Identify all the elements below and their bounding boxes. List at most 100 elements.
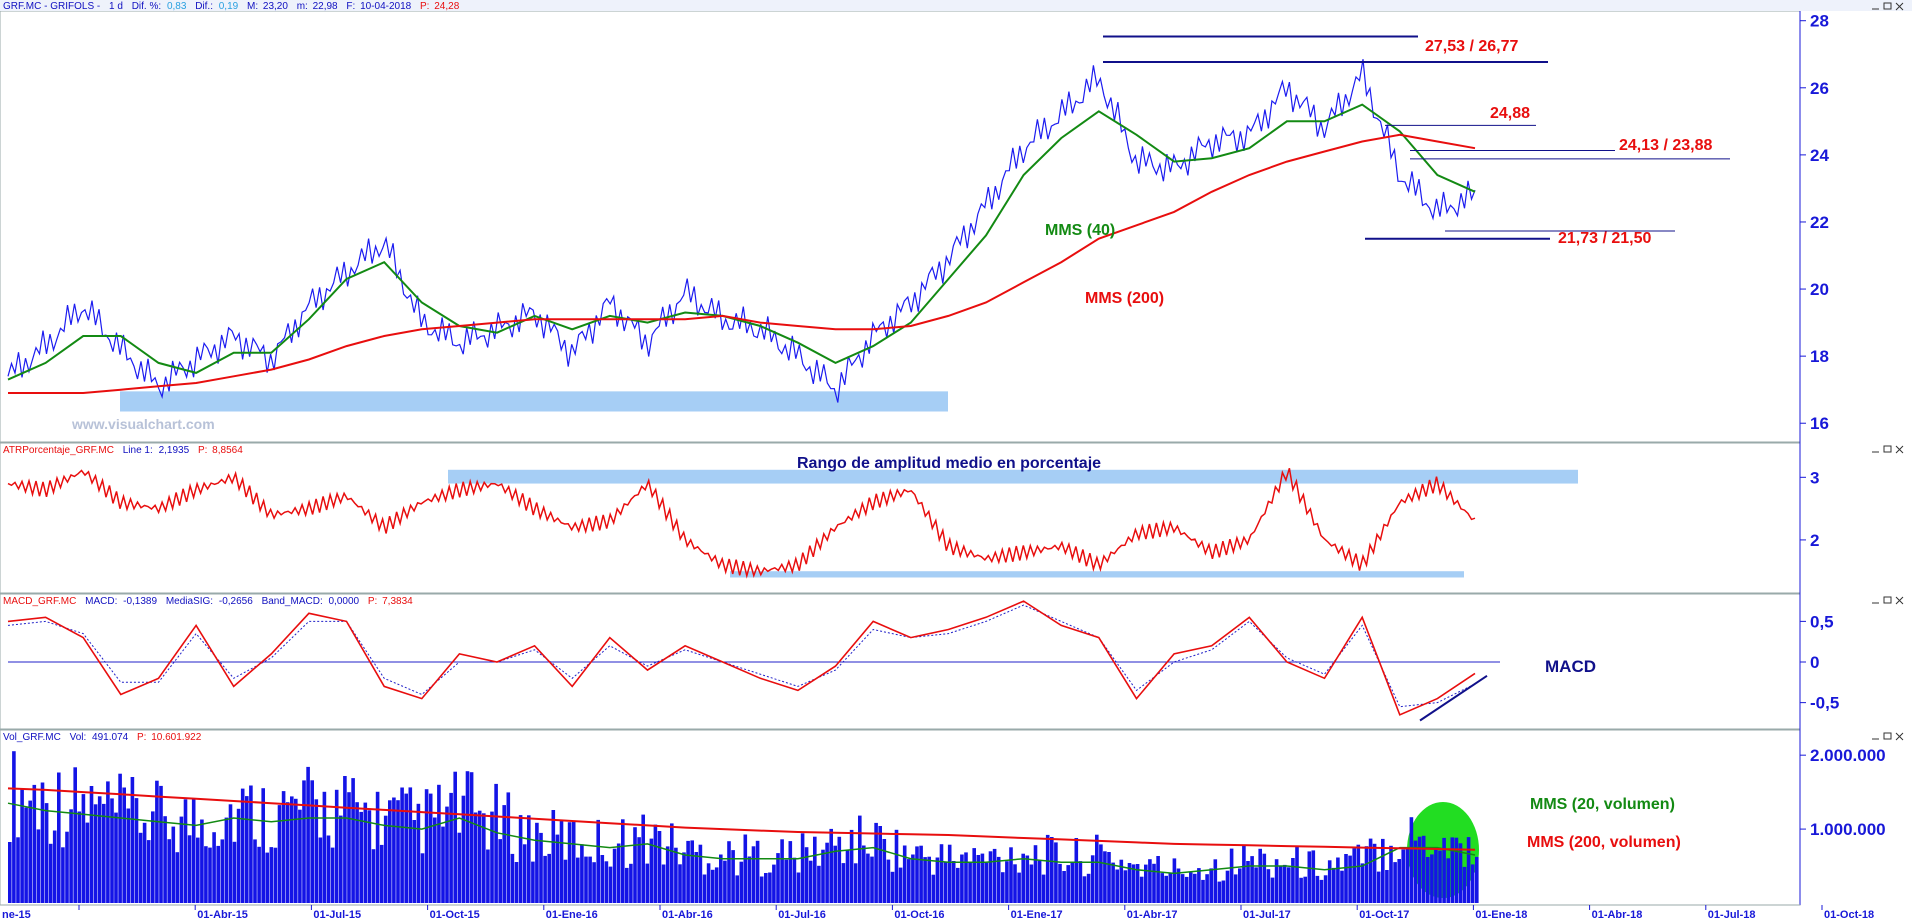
volume-bar [1356, 844, 1361, 903]
volume-bar [412, 820, 417, 903]
min-value: 22,98 [313, 1, 338, 12]
volume-bar [1193, 873, 1197, 903]
volume-bar [441, 826, 445, 903]
volume-bar [1470, 864, 1475, 903]
volume-bar [130, 777, 135, 903]
volume-bar [261, 788, 265, 903]
volume-bar [16, 837, 20, 903]
volume-bar [927, 856, 931, 903]
volume-bar [265, 852, 269, 903]
vol-mms20-line [7, 802, 1476, 875]
volume-bar [1082, 876, 1087, 903]
volume-bar [1352, 848, 1356, 903]
volume-bar [187, 835, 192, 903]
volume-bar [1282, 864, 1287, 903]
volume-bar [849, 829, 854, 903]
volume-bar [326, 835, 331, 903]
volume-bar [780, 839, 784, 903]
volume-bar [159, 785, 163, 903]
volume-bar [12, 751, 16, 903]
price-series-line [7, 59, 1476, 403]
price-y-tick-label: 26 [1810, 79, 1829, 98]
panel-window-controls[interactable] [1872, 2, 1904, 741]
volume-window-controls[interactable] [1872, 732, 1904, 741]
atr-line-value: 2,1935 [159, 445, 190, 456]
atr-line [7, 467, 1476, 579]
volume-bar [236, 808, 241, 903]
macd-window-controls[interactable] [1872, 596, 1904, 605]
volume-bar [1466, 837, 1471, 903]
volume-bar [731, 850, 735, 903]
volume-bar [1062, 871, 1066, 903]
x-tick-label: 01-Abr-17 [1127, 909, 1178, 921]
volume-bar [171, 826, 176, 903]
volume-bar [743, 834, 748, 903]
volume-bar [923, 857, 927, 903]
volume-bar [788, 841, 793, 903]
volume-bar [723, 860, 727, 903]
volume-bar [1368, 838, 1373, 903]
volume-y-tick-label: 2.000.000 [1810, 746, 1886, 765]
vol-label: Vol: [70, 732, 87, 743]
volume-bar [146, 840, 151, 903]
volume-bar [1393, 862, 1397, 903]
volume-bar [567, 822, 572, 903]
volume-bar [1180, 874, 1185, 903]
volume-bar [69, 809, 73, 903]
series-lines [7, 59, 1500, 875]
volume-bar [1421, 835, 1426, 903]
volume-header: Vol_GRF.MC Vol: 491.074 P: 10.601.922 [3, 732, 202, 743]
volume-bar [1250, 856, 1254, 903]
volume-bar [388, 800, 392, 903]
macd-label: MACD [1545, 657, 1596, 676]
volume-bar [510, 853, 515, 903]
volume-bar [739, 861, 744, 903]
x-tick-label: 01-Jul-18 [1708, 909, 1756, 921]
volume-bar [1131, 864, 1136, 903]
volume-bar [947, 844, 952, 903]
volume-bar [1242, 844, 1246, 903]
volume-bar [621, 819, 625, 903]
level-2488-label: 24,88 [1490, 105, 1530, 122]
volume-bar [996, 856, 1001, 903]
volume-bar [1029, 864, 1034, 903]
volume-bar [408, 787, 413, 903]
volume-bar [588, 856, 592, 903]
volume-bar [882, 839, 887, 903]
volume-bar [28, 800, 32, 903]
volume-bar [294, 798, 298, 903]
volume-bar [1111, 862, 1115, 903]
volume-bar [437, 784, 441, 903]
volume-bar [1127, 863, 1132, 903]
volume-bar [1148, 859, 1152, 903]
volume-bar [682, 852, 686, 903]
volume-bar [698, 844, 703, 903]
volume-bar [1135, 864, 1140, 903]
volume-bar [1278, 866, 1283, 903]
volume-bar [367, 810, 372, 903]
macd-sig-value: -0,2656 [219, 596, 253, 607]
volume-bar [1450, 837, 1455, 903]
volume-bar [547, 853, 551, 903]
macd-y-tick-label: 0 [1810, 653, 1819, 672]
volume-bar [469, 772, 474, 903]
atr-p-value: 8,8564 [212, 445, 243, 456]
volume-bar [1013, 864, 1017, 903]
volume-bar [813, 836, 817, 903]
volume-bar [191, 799, 196, 903]
volume-bar [915, 846, 919, 903]
volume-bar [1233, 874, 1238, 903]
volume-bar [661, 864, 666, 903]
volume-bar [1405, 848, 1410, 903]
atr-window-controls[interactable] [1872, 445, 1904, 454]
volume-bar [559, 820, 564, 903]
volume-bar [1238, 868, 1242, 903]
volume-bar [453, 771, 457, 903]
volume-bar [273, 847, 278, 903]
price-window-controls[interactable] [1872, 2, 1904, 11]
volume-bar [514, 862, 519, 903]
volume-bar [1438, 850, 1442, 903]
volume-bar [1001, 872, 1005, 903]
vol-mms200-line [7, 787, 1476, 851]
volume-bar [359, 811, 363, 903]
